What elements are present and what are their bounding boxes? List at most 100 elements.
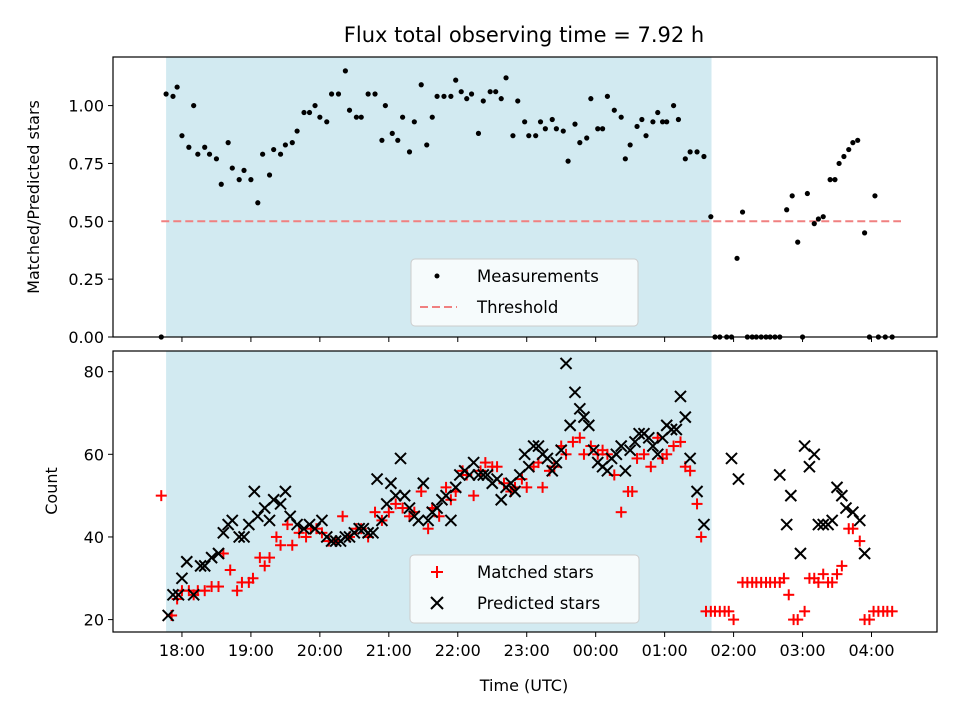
- panel-ratio: Flux total observing time = 7.92 h 0.000…: [24, 23, 938, 347]
- measurement-point: [734, 255, 740, 261]
- measurement-point: [480, 98, 486, 104]
- x-tick-label: 21:00: [366, 641, 412, 660]
- x-tick-label: 00:00: [573, 641, 619, 660]
- matched-star-marker: [728, 614, 740, 626]
- measurement-point: [560, 128, 566, 134]
- predicted-star-marker: [226, 514, 239, 527]
- measurement-point: [225, 140, 231, 146]
- measurement-point: [266, 172, 273, 178]
- matched-star-marker: [521, 481, 533, 493]
- y-tick-label: 0.75: [68, 154, 104, 173]
- predicted-star-marker: [546, 464, 559, 478]
- legend-box-top: [410, 258, 639, 327]
- measurement-point: [701, 153, 707, 160]
- measurement-point: [353, 114, 360, 120]
- measurement-point: [441, 93, 447, 99]
- measurement-point: [572, 121, 578, 127]
- axes-frame-bottom: [112, 350, 938, 633]
- x-tick-label: 22:00: [435, 641, 481, 660]
- predicted-star-marker: [568, 386, 582, 399]
- measurement-point: [515, 98, 521, 104]
- predicted-star-marker: [417, 477, 430, 490]
- matched-star-marker: [631, 452, 643, 464]
- measurement-point: [301, 109, 307, 116]
- measurement-point: [643, 133, 649, 139]
- predicted-star-marker: [375, 514, 389, 527]
- measurement-point: [493, 89, 499, 95]
- matched-star-marker: [275, 539, 287, 551]
- predicted-star-marker: [773, 468, 786, 482]
- measurement-point: [379, 137, 385, 143]
- measurement-point: [675, 116, 682, 123]
- matched-star-marker: [854, 535, 866, 547]
- predicted-star-marker: [794, 547, 807, 560]
- matched-star-marker: [626, 486, 638, 497]
- x-tick-label: 18:00: [159, 641, 205, 660]
- measurement-point: [811, 221, 817, 227]
- measurement-point: [260, 151, 266, 157]
- matched-star-marker: [886, 605, 898, 617]
- measurement-point: [475, 130, 482, 136]
- measurement-point: [850, 140, 856, 146]
- measurement-point: [382, 102, 388, 109]
- measurement-point: [400, 114, 406, 120]
- predicted-star-marker: [166, 588, 180, 602]
- predicted-star-marker: [858, 547, 871, 560]
- x-tick-label: 01:00: [642, 641, 688, 660]
- matched-star-marker: [212, 581, 224, 593]
- predicted-star-marker: [412, 514, 425, 527]
- matched-star-marker: [281, 519, 293, 531]
- measurement-point: [317, 114, 323, 120]
- legend-label-matched: Matched stars: [477, 563, 594, 582]
- measurement-point: [595, 126, 601, 132]
- matched-star-marker: [661, 448, 673, 460]
- matched-star-marker: [440, 481, 452, 493]
- measurement-point: [294, 128, 300, 134]
- predicted-star-marker: [495, 493, 508, 506]
- matched-star-marker: [468, 490, 480, 502]
- predicted-star-marker: [614, 439, 628, 453]
- predicted-star-marker: [732, 472, 745, 486]
- measurement-point: [659, 119, 666, 125]
- predicted-star-marker: [577, 410, 591, 424]
- measurement-point: [213, 156, 220, 162]
- predicted-star-marker: [508, 485, 522, 498]
- matched-star-marker: [383, 506, 395, 518]
- predicted-star-marker: [784, 489, 798, 502]
- measurement-point: [622, 156, 628, 162]
- matched-star-marker: [548, 461, 560, 473]
- matched-star-marker: [254, 552, 266, 564]
- predicted-star-marker: [389, 489, 402, 502]
- x-ticks-top: [181, 337, 872, 342]
- y-axis-label-top: Matched/Predicted stars: [24, 100, 43, 294]
- predicted-star-marker: [803, 460, 816, 473]
- measurement-point: [358, 114, 364, 120]
- measurement-point: [650, 119, 656, 125]
- predicted-star-marker: [315, 514, 329, 527]
- predicted-star-marker: [325, 534, 338, 548]
- legend-label-predicted: Predicted stars: [477, 594, 600, 613]
- x-tick-label: 19:00: [228, 641, 274, 660]
- measurement-point: [639, 116, 645, 123]
- predicted-star-marker: [187, 588, 200, 602]
- y-tick-label: 60: [84, 445, 104, 464]
- matched-star-marker: [668, 440, 680, 452]
- predicted-star-marker: [853, 514, 866, 527]
- predicted-star-marker: [217, 526, 230, 540]
- predicted-star-markers: [161, 357, 871, 622]
- matched-star-marker: [286, 539, 298, 551]
- matched-star-marker: [199, 585, 211, 597]
- measurement-point: [271, 146, 277, 153]
- predicted-star-marker: [361, 526, 375, 540]
- measurement-point: [820, 214, 826, 220]
- measurement-point: [411, 119, 417, 125]
- measurement-point: [186, 144, 192, 150]
- predicted-star-marker: [780, 518, 793, 531]
- predicted-star-marker: [679, 410, 692, 424]
- matched-star-marker: [826, 576, 838, 588]
- predicted-star-marker: [467, 456, 480, 469]
- predicted-star-marker: [619, 464, 632, 478]
- y-ticks-top: 0.00 0.25 0.50 0.75 1.00: [68, 97, 113, 347]
- matched-star-marker: [695, 531, 707, 543]
